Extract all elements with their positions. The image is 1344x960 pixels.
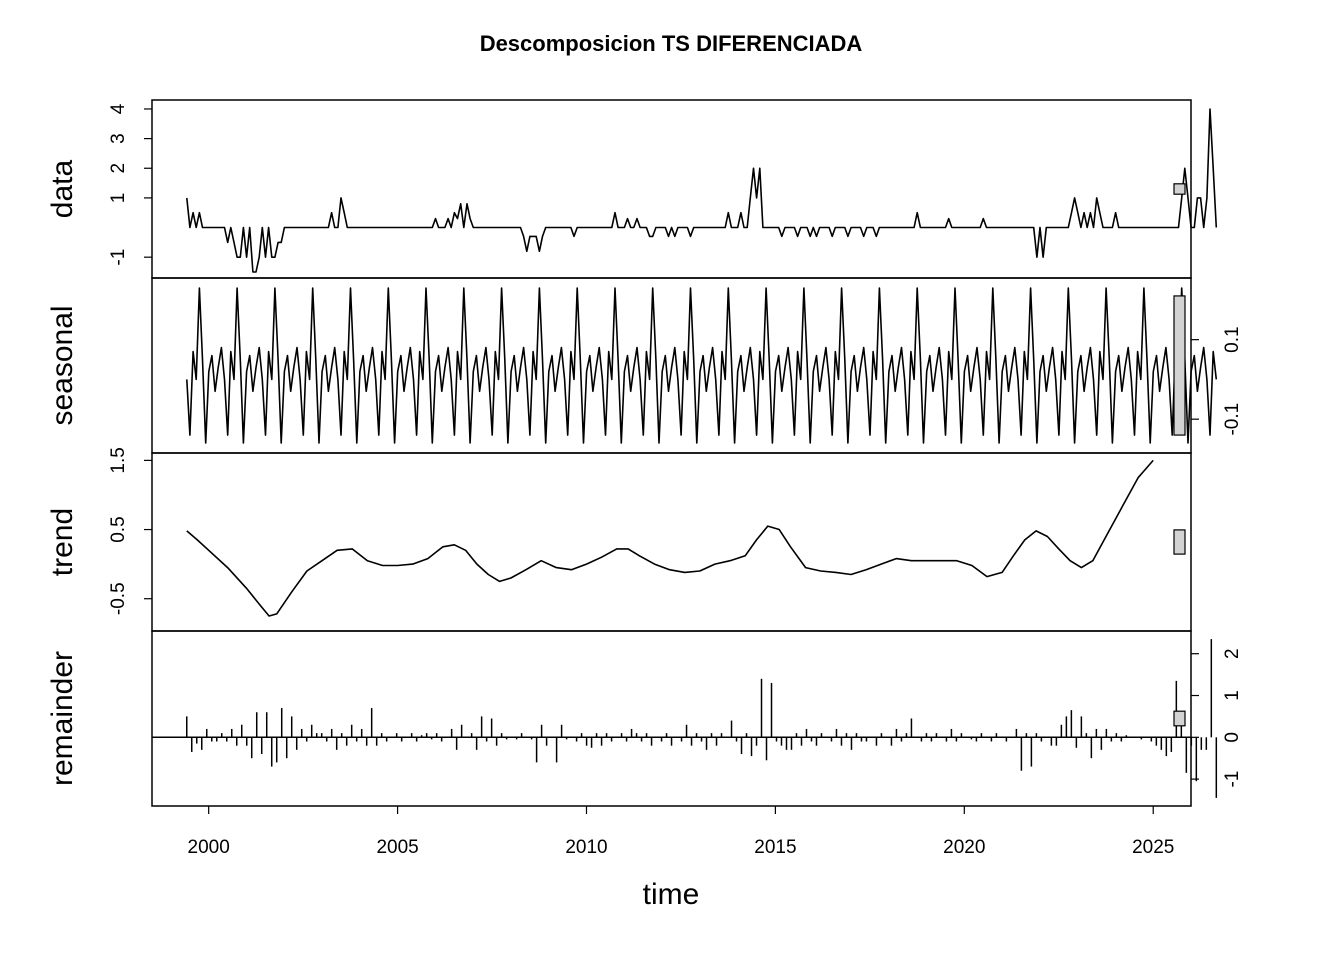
remainder-frame [151, 630, 1192, 807]
trend-ytick-label: 0.5 [108, 516, 129, 542]
data-line [186, 108, 1218, 273]
x-axis: 2000 2005 2010 2015 2020 2025 [188, 806, 1174, 858]
trend-ytick-label: -0.5 [108, 582, 129, 615]
trend-ylabel: trend [46, 508, 79, 576]
remainder-ytick-label: 2 [1222, 648, 1243, 659]
data-frame [151, 99, 1192, 279]
x-tick-label: 2005 [376, 837, 418, 858]
remainder-ylabel: remainder [46, 651, 79, 786]
remainder-ytick-label: 1 [1222, 690, 1243, 701]
chart-title: Descomposicion TS DIFERENCIADA [480, 31, 863, 56]
trend-frame [151, 452, 1192, 632]
seasonal-line [186, 287, 1218, 444]
data-ytick-label: 4 [108, 103, 129, 114]
seasonal-scale-bar [1173, 295, 1186, 436]
trend-line [186, 459, 1154, 617]
panels: data -1 1 2 3 4 seasonal -0.1 0.1 trend -0.5 0.5 1.5… [46, 99, 1243, 807]
x-tick-label: 2025 [1132, 837, 1174, 858]
trend-scale-bar [1173, 529, 1186, 555]
panel-remainder: remainder -1 0 1 2 [46, 630, 1243, 807]
x-axis-label: time [643, 878, 700, 911]
data-ylabel: data [46, 159, 79, 218]
x-tick-label: 2020 [943, 837, 985, 858]
remainder-scale-bar [1173, 710, 1186, 727]
panel-seasonal: seasonal -0.1 0.1 [46, 277, 1243, 454]
data-ytick-label: 1 [108, 193, 129, 204]
panel-trend: trend -0.5 0.5 1.5 [46, 447, 1192, 632]
data-ytick-label: 3 [108, 133, 129, 144]
x-tick-label: 2010 [565, 837, 607, 858]
x-tick-label: 2015 [754, 837, 796, 858]
data-ytick-label: -1 [108, 249, 129, 266]
panel-data: data -1 1 2 3 4 [46, 99, 1218, 279]
trend-ytick-label: 1.5 [108, 447, 129, 473]
data-ytick-label: 2 [108, 163, 129, 174]
seasonal-ytick-label: -0.1 [1222, 403, 1243, 436]
x-tick-label: 2000 [188, 837, 230, 858]
data-scale-bar [1173, 183, 1186, 195]
seasonal-ytick-label: 0.1 [1222, 326, 1243, 352]
seasonal-ylabel: seasonal [46, 305, 79, 425]
remainder-ytick-label: 0 [1222, 732, 1243, 743]
remainder-ytick-label: -1 [1222, 771, 1243, 788]
